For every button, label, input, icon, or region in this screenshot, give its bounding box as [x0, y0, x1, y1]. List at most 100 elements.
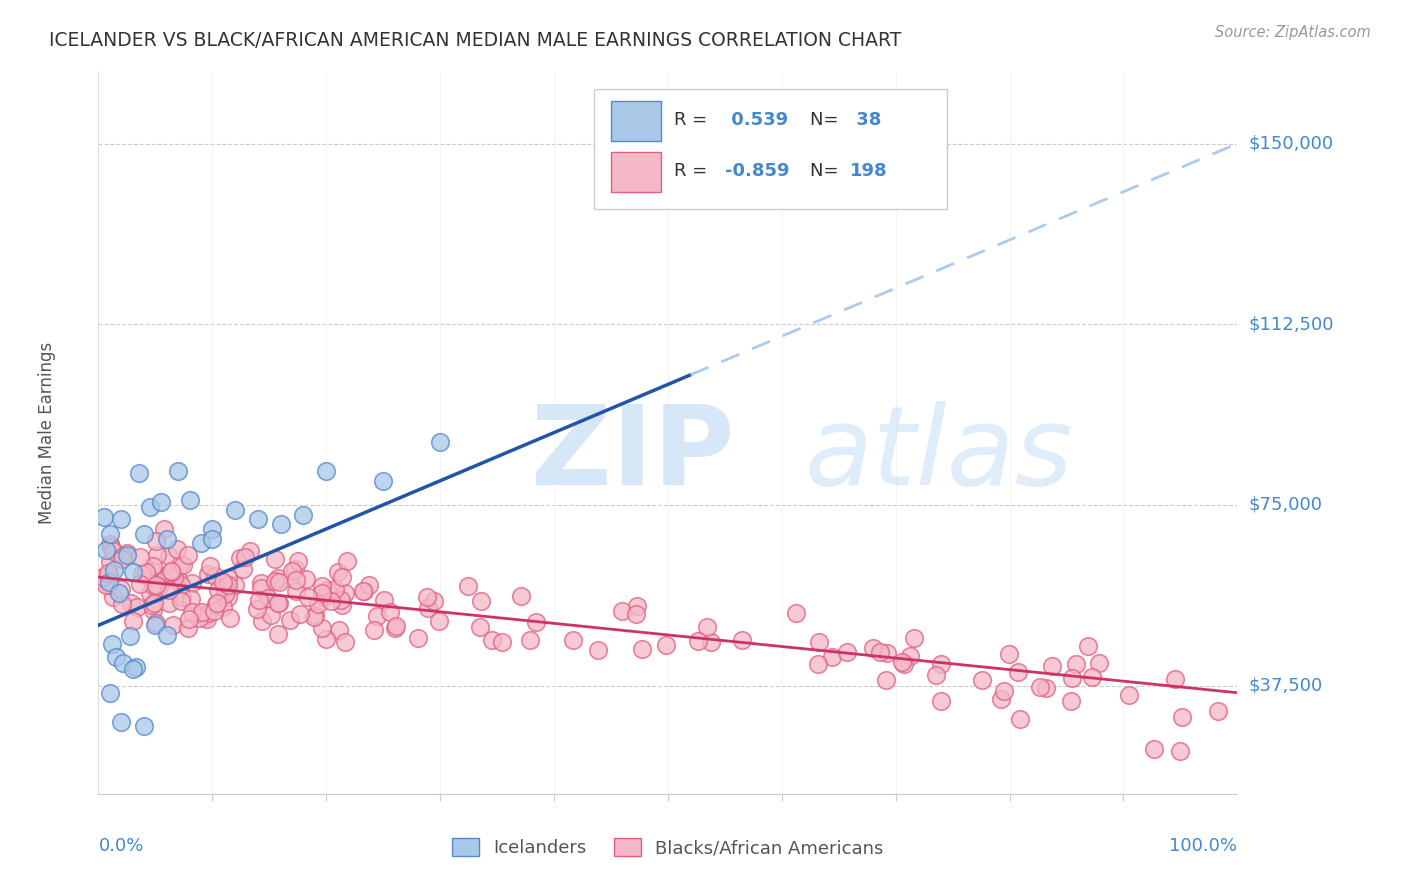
Point [201, 532, 224, 546]
Point [869, 645, 891, 659]
Point [153, 570, 176, 584]
Point [1008, 713, 1031, 727]
Point [993, 684, 1015, 698]
Point [110, 714, 132, 729]
Point [269, 596, 291, 610]
Point [333, 585, 356, 599]
Point [1143, 742, 1166, 756]
Point [224, 578, 246, 592]
Point [284, 583, 307, 598]
Point [194, 608, 217, 623]
Point [214, 587, 236, 601]
Point [292, 508, 315, 522]
Point [333, 635, 356, 649]
Point [157, 549, 180, 563]
Point [141, 564, 163, 578]
Point [138, 568, 160, 582]
Point [191, 608, 214, 623]
Point [353, 583, 375, 598]
Point [696, 619, 718, 633]
Point [373, 592, 395, 607]
Point [990, 691, 1012, 706]
FancyBboxPatch shape [593, 89, 946, 209]
Point [166, 573, 188, 587]
Point [352, 584, 374, 599]
Point [142, 603, 165, 617]
Point [524, 615, 547, 629]
Point [98, 555, 121, 569]
Point [246, 601, 269, 615]
Point [91, 570, 114, 584]
Point [1040, 659, 1063, 673]
Point [176, 549, 198, 563]
Point [104, 649, 127, 664]
Text: $150,000: $150,000 [1249, 135, 1333, 153]
Point [145, 548, 167, 562]
Point [330, 598, 353, 612]
Point [170, 577, 193, 591]
Text: $75,000: $75,000 [1249, 496, 1323, 514]
FancyBboxPatch shape [612, 152, 661, 192]
Point [1081, 670, 1104, 684]
Point [110, 512, 132, 526]
Point [125, 660, 148, 674]
Text: 0.0%: 0.0% [98, 838, 143, 855]
Point [890, 655, 912, 669]
Point [862, 640, 884, 655]
Point [239, 544, 262, 558]
Point [97, 566, 120, 581]
Text: 0.539: 0.539 [725, 112, 787, 129]
Point [510, 589, 533, 603]
Point [371, 474, 394, 488]
Text: 100.0%: 100.0% [1170, 838, 1237, 855]
Point [128, 549, 150, 564]
Point [229, 551, 252, 566]
Point [626, 599, 648, 613]
Point [336, 554, 359, 568]
Point [179, 493, 201, 508]
Point [138, 500, 160, 515]
Point [177, 612, 200, 626]
Point [250, 615, 273, 629]
Point [257, 591, 280, 606]
Point [142, 596, 165, 610]
Point [211, 575, 233, 590]
Point [519, 633, 541, 648]
Point [731, 633, 754, 648]
Point [929, 657, 952, 672]
Point [416, 590, 439, 604]
Point [170, 591, 193, 605]
Point [93, 510, 115, 524]
Point [1088, 656, 1111, 670]
Point [247, 592, 270, 607]
Point [1035, 681, 1057, 696]
Point [491, 635, 513, 649]
Point [925, 667, 948, 681]
Point [115, 549, 138, 563]
Point [190, 536, 212, 550]
Point [319, 594, 342, 608]
Point [288, 607, 311, 621]
Point [141, 598, 163, 612]
Point [1163, 672, 1185, 686]
Point [202, 604, 225, 618]
Point [128, 466, 150, 480]
Point [378, 605, 401, 619]
Point [160, 566, 183, 580]
Point [120, 629, 142, 643]
Point [121, 662, 143, 676]
Point [166, 542, 188, 557]
Text: $112,500: $112,500 [1249, 315, 1334, 334]
Point [181, 605, 204, 619]
Point [145, 533, 167, 548]
Point [970, 673, 993, 687]
Point [284, 561, 307, 575]
Point [285, 573, 308, 587]
Point [1028, 681, 1050, 695]
Point [131, 567, 153, 582]
Point [366, 609, 388, 624]
Point [384, 621, 406, 635]
Point [821, 650, 844, 665]
Point [148, 580, 170, 594]
Point [180, 591, 202, 606]
